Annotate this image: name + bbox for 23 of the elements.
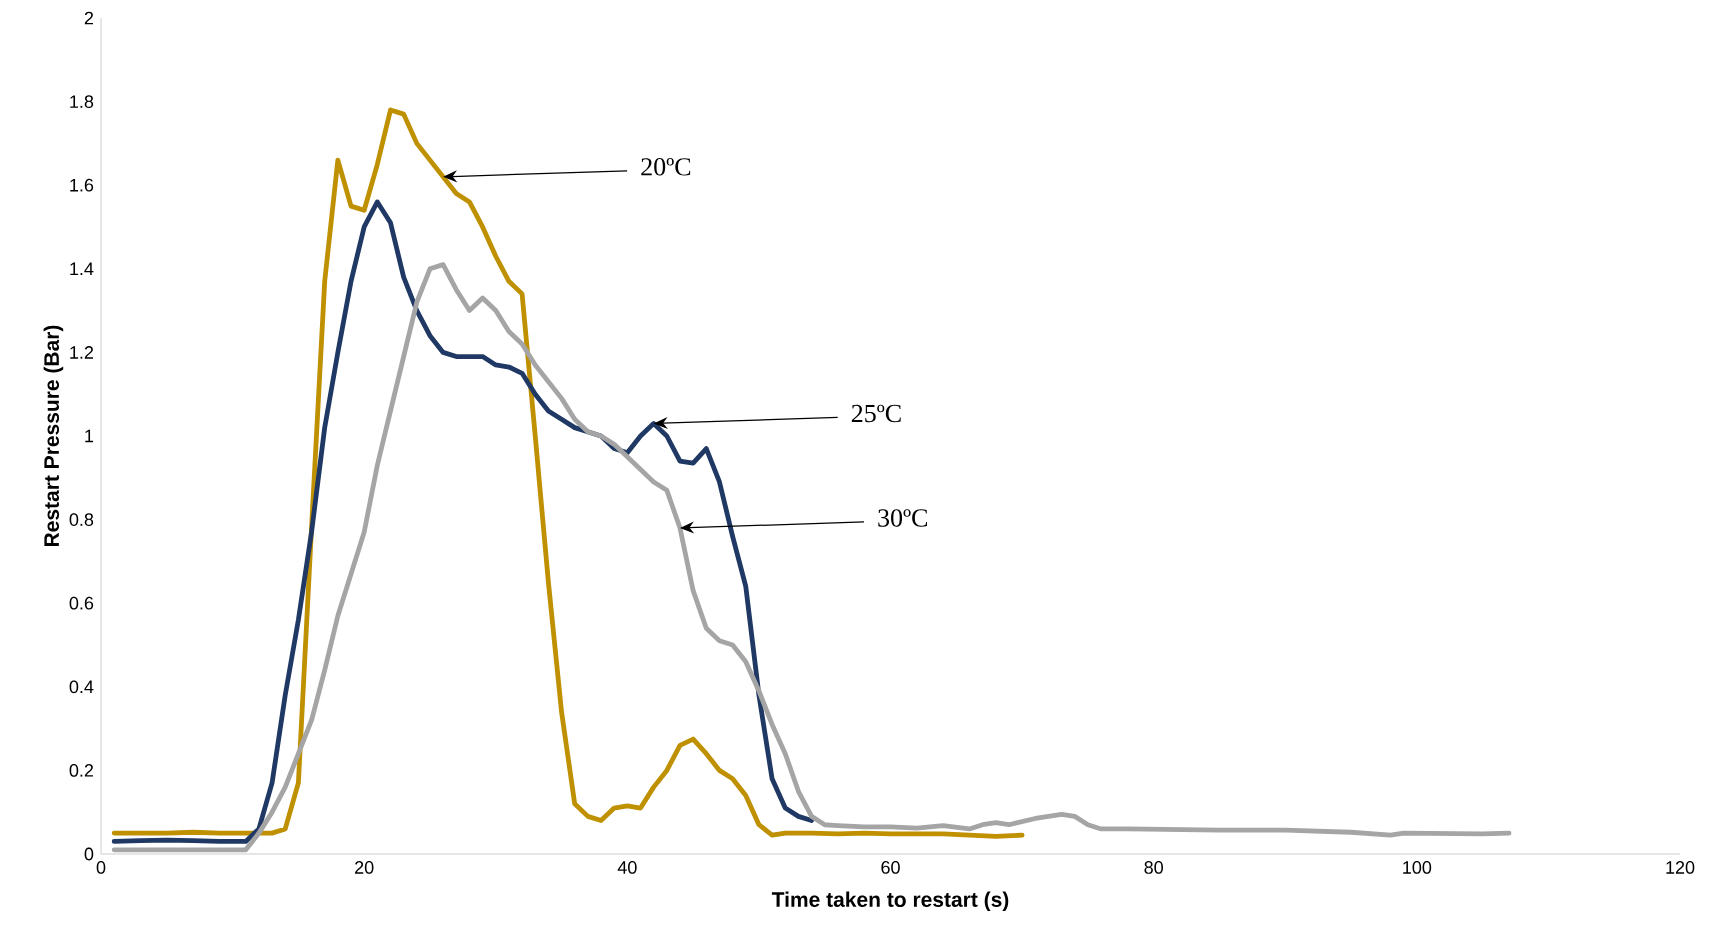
y-tick-label: 2 [84, 11, 94, 25]
y-tick-label: 1 [85, 429, 94, 443]
x-tick-label: 120 [1666, 861, 1695, 874]
y-tick-label: 0.6 [69, 596, 94, 610]
y-tick-label: 0.2 [69, 764, 94, 777]
y-axis-title: Restart Pressure (Bar) [43, 325, 64, 547]
y-tick-label: 1.2 [70, 346, 94, 359]
y-tick-label: 1.4 [70, 262, 94, 275]
x-tick-label: 40 [617, 861, 637, 874]
y-tick-label: 1.8 [70, 95, 94, 108]
x-tick-label: 20 [355, 861, 374, 874]
x-tick-label: 80 [1144, 861, 1163, 874]
x-axis-title: Time taken to restart (s) [771, 891, 1009, 912]
y-tick-label: 0.8 [69, 513, 94, 526]
x-tick-label: 60 [881, 861, 900, 874]
x-tick-label: 100 [1403, 861, 1432, 874]
y-tick-label: 1.6 [70, 178, 94, 192]
x-tick-label: 0 [96, 861, 106, 874]
y-tick-label: 0 [84, 847, 94, 861]
annotation: 20ºC [641, 158, 691, 176]
annotation: 30ºC [878, 509, 928, 527]
annotation: 25ºC [851, 404, 901, 423]
y-tick-label: 0.4 [69, 680, 94, 694]
